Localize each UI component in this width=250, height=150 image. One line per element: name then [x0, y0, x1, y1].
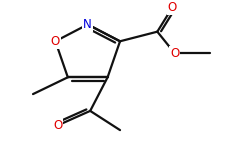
Text: O: O [168, 1, 177, 14]
Text: N: N [83, 18, 92, 31]
Text: O: O [170, 47, 179, 60]
Text: O: O [53, 119, 62, 132]
Text: O: O [51, 35, 60, 48]
